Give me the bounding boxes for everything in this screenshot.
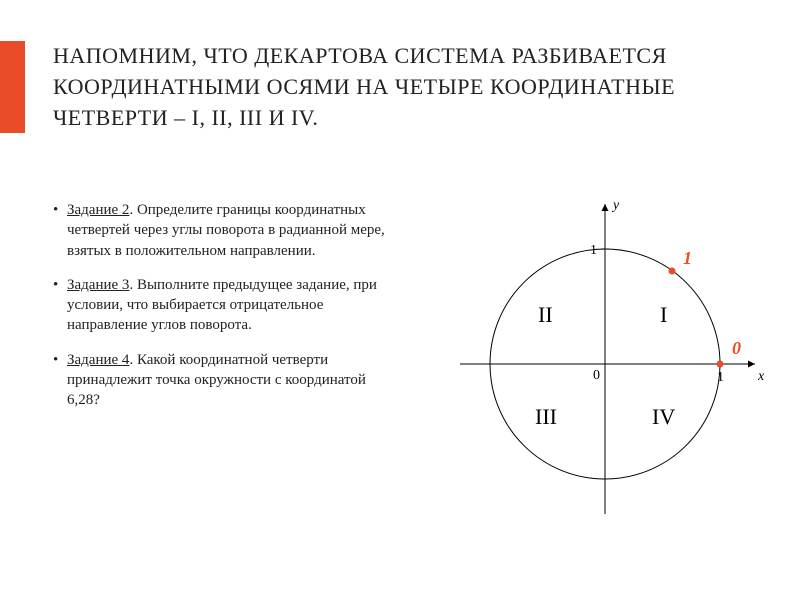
svg-text:III: III: [535, 404, 557, 429]
svg-text:1: 1: [590, 243, 597, 258]
task-label: Задание 3: [67, 277, 129, 293]
task-label: Задание 2: [67, 202, 129, 218]
svg-text:0: 0: [732, 338, 741, 358]
svg-text:1: 1: [683, 248, 692, 268]
svg-text:x: x: [757, 369, 765, 384]
svg-text:IV: IV: [652, 404, 675, 429]
task-item: Задание 3. Выполните предыдущее задание,…: [53, 275, 393, 336]
accent-bar: [0, 41, 25, 133]
task-item: Задание 2. Определите границы координатн…: [53, 200, 393, 261]
task-item: Задание 4. Какой координатной четверти п…: [53, 350, 393, 411]
page-title: НАПОМНИМ, ЧТО ДЕКАРТОВА СИСТЕМА РАЗБИВАЕ…: [53, 41, 743, 133]
svg-text:I: I: [660, 302, 667, 327]
svg-text:0: 0: [593, 368, 600, 383]
unit-circle-diagram: 110xyIIIIIIIV01: [450, 184, 770, 524]
task-list: Задание 2. Определите границы координатн…: [53, 200, 393, 424]
svg-text:1: 1: [717, 370, 724, 385]
svg-text:y: y: [611, 198, 620, 213]
svg-text:II: II: [538, 302, 553, 327]
task-label: Задание 4: [67, 352, 129, 368]
